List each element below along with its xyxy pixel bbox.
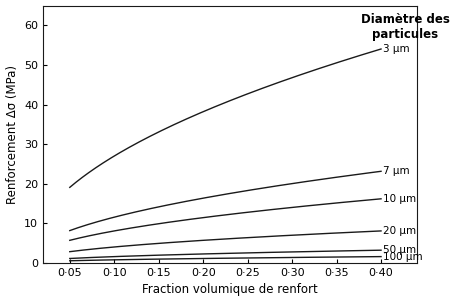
X-axis label: Fraction volumique de renfort: Fraction volumique de renfort: [142, 284, 317, 297]
Text: 3 μm: 3 μm: [382, 44, 409, 54]
Text: 7 μm: 7 μm: [382, 166, 409, 176]
Text: 20 μm: 20 μm: [382, 226, 415, 236]
Y-axis label: Renforcement Δσ (MPa): Renforcement Δσ (MPa): [5, 65, 19, 204]
Text: 10 μm: 10 μm: [382, 194, 415, 204]
Text: 50 μm: 50 μm: [382, 245, 415, 255]
Text: Diamètre des
particules: Diamètre des particules: [360, 13, 449, 41]
Text: 100 μm: 100 μm: [382, 252, 421, 262]
